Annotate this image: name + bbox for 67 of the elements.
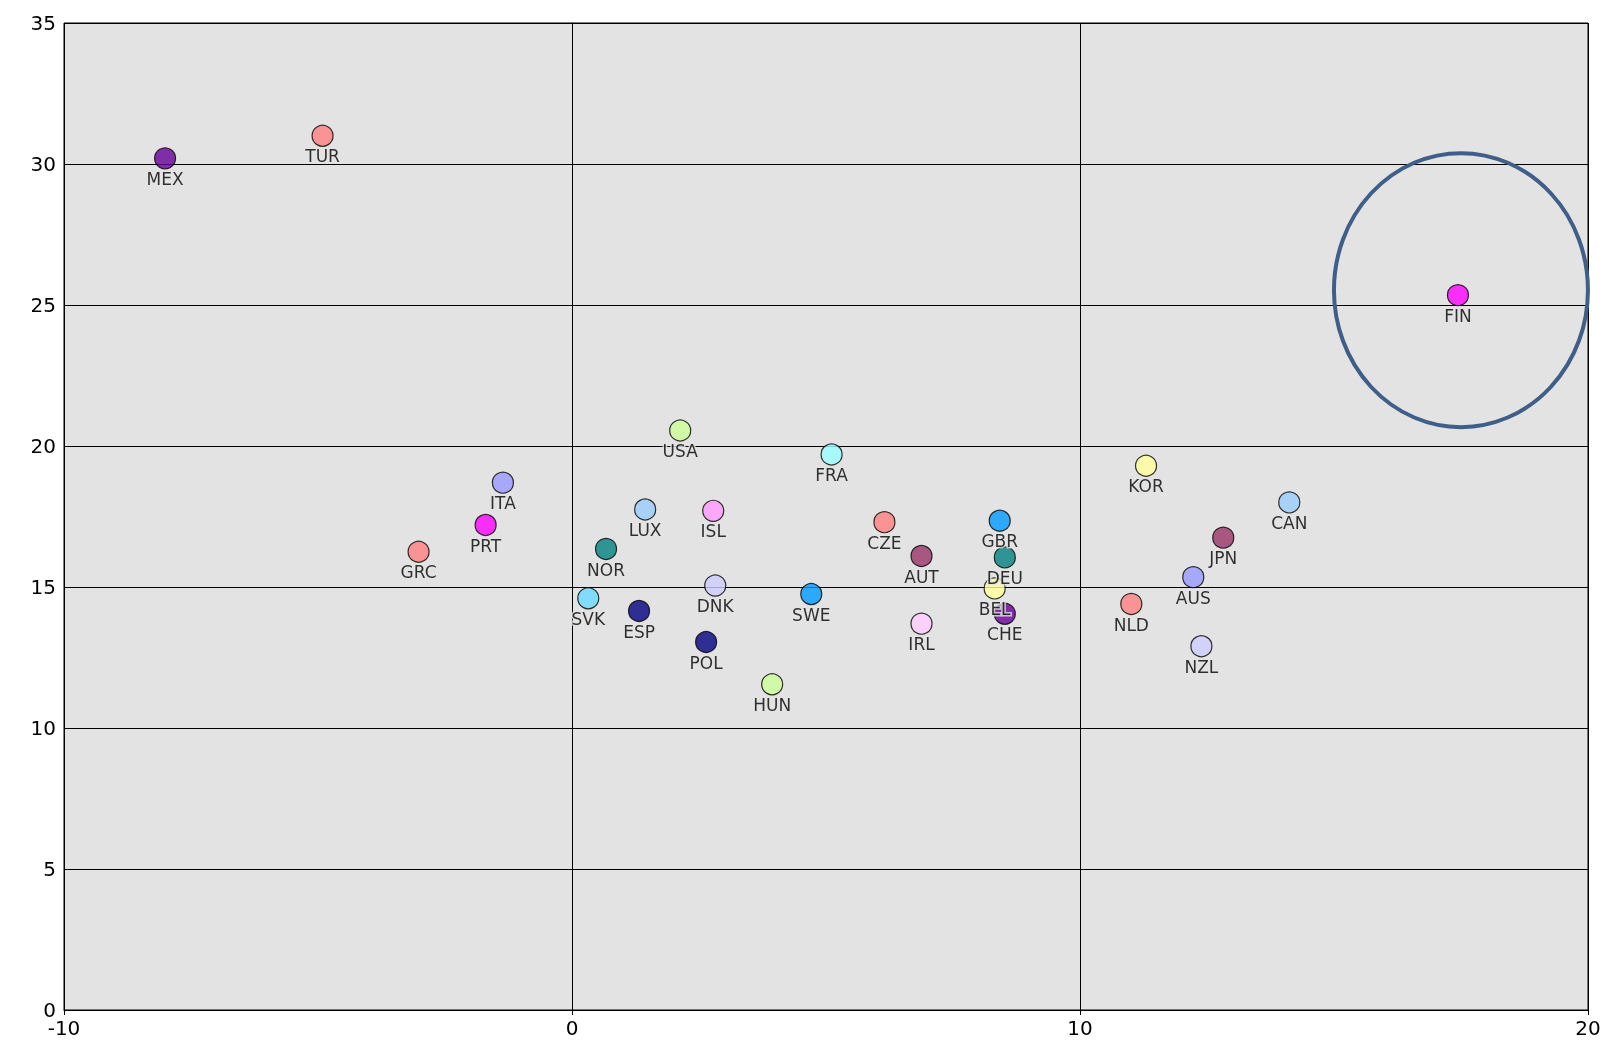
point: [1278, 491, 1301, 514]
data-label: ESP: [623, 621, 655, 642]
point: [491, 471, 515, 494]
x-tick-label: 0: [565, 1016, 579, 1040]
data-label: AUT: [904, 566, 940, 587]
data-label: MEX: [146, 168, 184, 189]
data-label: CAN: [1271, 513, 1308, 533]
y-tick-label: 5: [43, 857, 56, 881]
point: [1120, 592, 1143, 616]
y-tick-label: 15: [30, 575, 56, 599]
point: [407, 540, 430, 563]
data-label: ISL: [700, 521, 727, 542]
point: [1134, 454, 1158, 477]
y-tick-label: 20: [30, 434, 56, 458]
x-tick-label: 20: [1575, 1016, 1601, 1040]
point: [988, 509, 1011, 532]
data-label: PRT: [470, 535, 502, 556]
point: [1212, 526, 1235, 549]
point: [311, 124, 334, 147]
data-label: TUR: [304, 146, 341, 167]
data-label: LUX: [628, 520, 662, 541]
data-label: POL: [689, 652, 724, 673]
data-label: NOR: [587, 559, 626, 580]
y-tick-label: 25: [30, 293, 56, 317]
y-tick-label: 35: [30, 11, 56, 35]
data-label: DEU: [986, 567, 1023, 588]
point: [1190, 635, 1213, 658]
point: [577, 587, 600, 610]
point: [1446, 284, 1470, 307]
data-label: AUS: [1175, 587, 1211, 608]
point: [910, 612, 933, 635]
point: [594, 537, 618, 561]
point: [873, 511, 896, 534]
data-label: JPN: [1208, 548, 1238, 569]
data-label: KOR: [1128, 476, 1164, 497]
data-label: DNK: [696, 596, 735, 617]
point: [910, 544, 933, 568]
y-tick-label: 30: [30, 152, 56, 176]
point: [702, 499, 725, 522]
data-label: NZL: [1184, 656, 1219, 677]
point: [474, 513, 497, 537]
point: [704, 574, 727, 597]
data-label: FIN: [1444, 305, 1472, 326]
x-tick-label: 10: [1067, 1016, 1093, 1040]
data-label: IRL: [908, 634, 936, 655]
data-label: HUN: [753, 694, 792, 715]
point: [800, 582, 823, 606]
point: [627, 599, 651, 623]
point: [761, 673, 784, 696]
data-label: FRA: [815, 465, 849, 486]
point: [993, 546, 1016, 569]
y-tick-label: 10: [30, 716, 56, 740]
point: [669, 419, 692, 442]
data-label: ITA: [490, 493, 517, 514]
data-label: BEL: [978, 599, 1012, 620]
data-label: CZE: [867, 532, 902, 553]
data-label: SWE: [792, 604, 831, 625]
data-label: NLD: [1113, 614, 1149, 635]
data-label: GBR: [981, 531, 1019, 552]
data-label: USA: [662, 441, 699, 462]
point: [634, 498, 657, 521]
point: [154, 147, 177, 170]
data-label: GRC: [400, 562, 437, 583]
data-label: CHE: [987, 624, 1023, 645]
point: [820, 443, 843, 466]
point: [695, 630, 718, 654]
point: [1182, 566, 1205, 589]
